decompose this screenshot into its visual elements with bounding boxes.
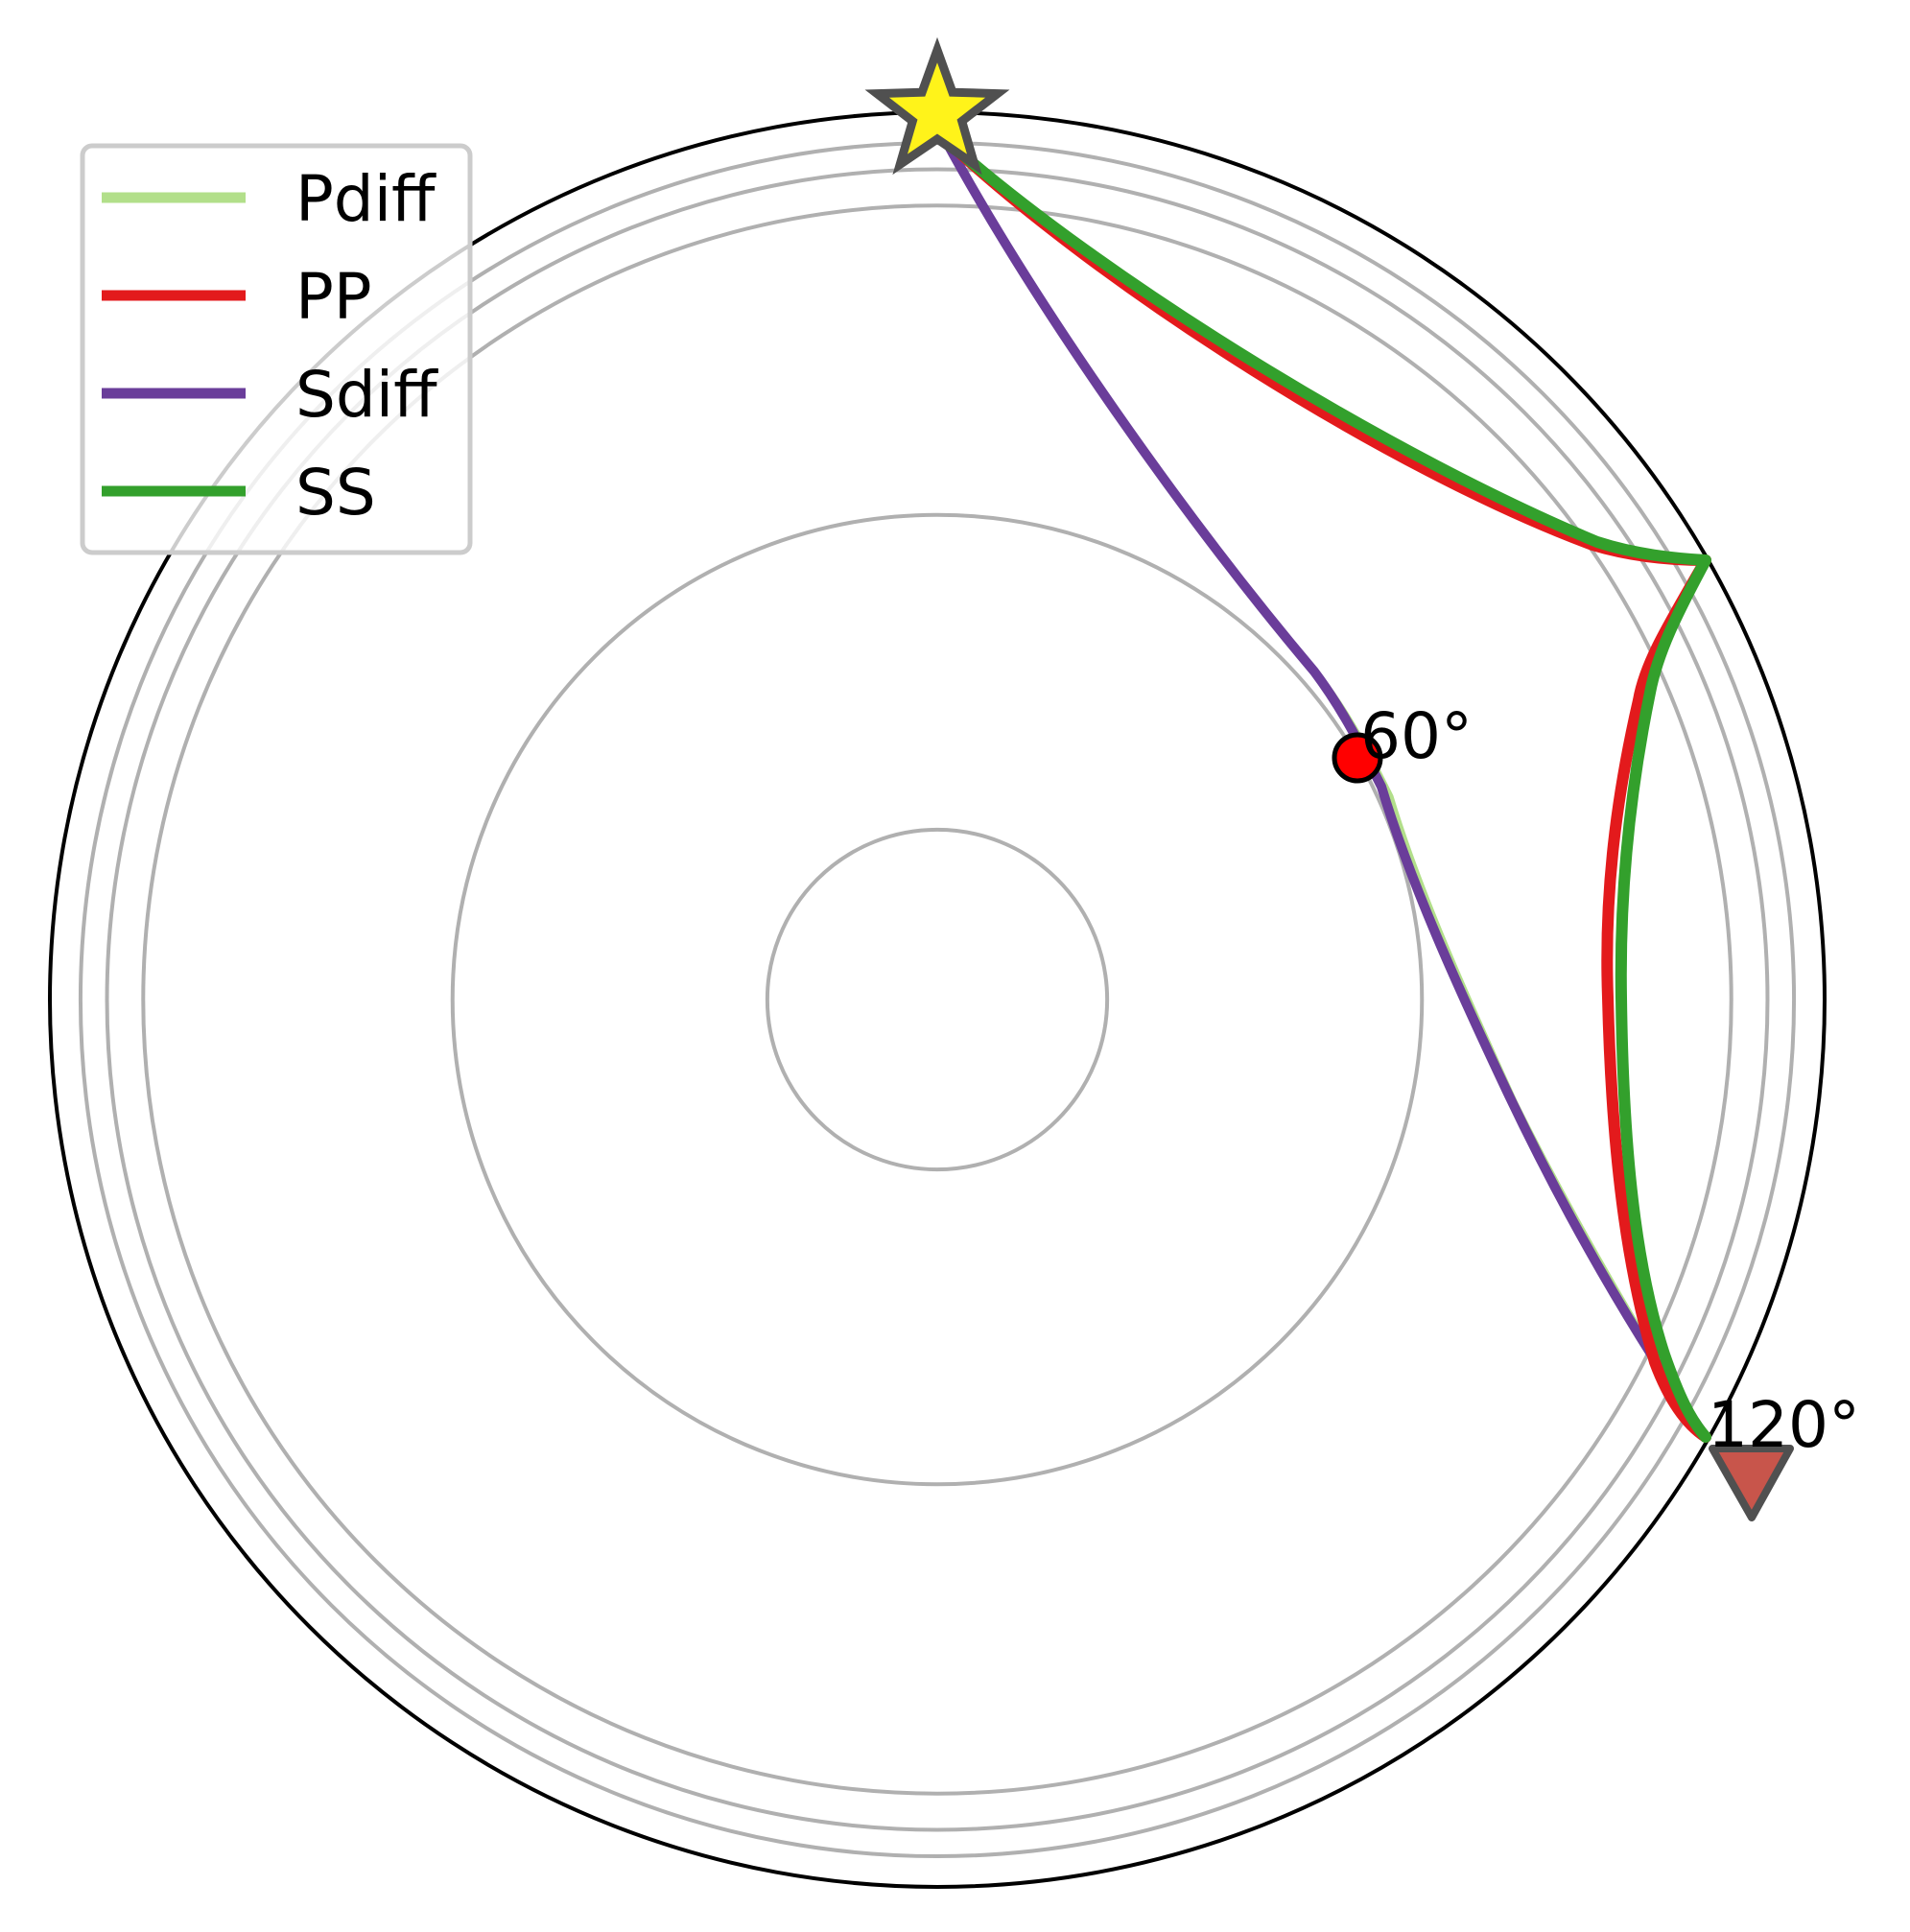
distance-label-120: 120° xyxy=(1708,1388,1860,1462)
discontinuity-ring xyxy=(450,512,1425,1487)
legend-frame xyxy=(80,143,473,555)
ray-paths xyxy=(939,133,1711,1443)
legend-label-pdiff: Pdiff xyxy=(295,162,436,236)
legend: Pdiff PP Sdiff SS xyxy=(80,143,473,555)
discontinuity-ring xyxy=(765,827,1110,1172)
ray-ss xyxy=(939,133,1711,1443)
distance-label-60: 60° xyxy=(1360,699,1473,773)
legend-label-pp: PP xyxy=(295,260,372,334)
discontinuity-ring xyxy=(141,203,1733,1796)
discontinuity-ring xyxy=(105,167,1770,1832)
receiver-triangle-icon xyxy=(1709,1445,1794,1521)
ray-sdiff xyxy=(940,134,1710,1442)
turning-point-marker xyxy=(1332,732,1383,784)
legend-label-sdiff: Sdiff xyxy=(295,358,438,432)
ray-pp xyxy=(939,133,1711,1443)
legend-label-ss: SS xyxy=(295,456,376,530)
source-star-icon xyxy=(864,36,1010,176)
